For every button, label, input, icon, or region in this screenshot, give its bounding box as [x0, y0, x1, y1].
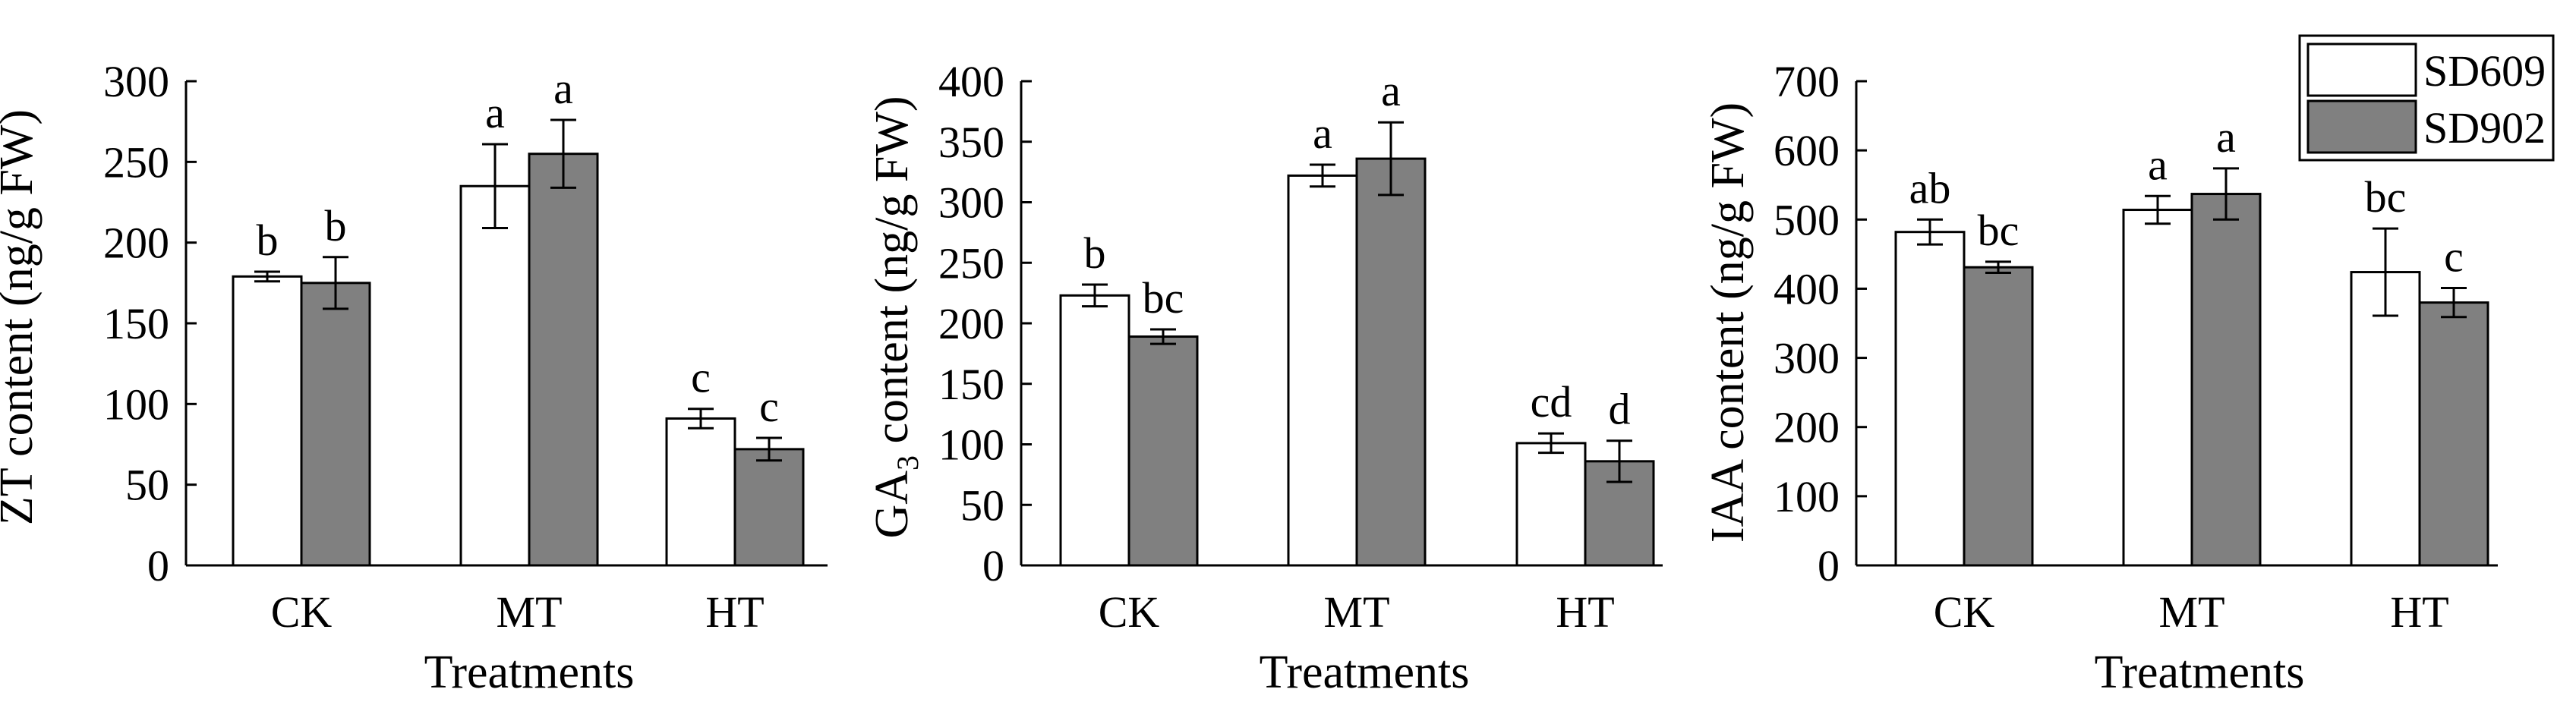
bar-sd609 [1059, 294, 1130, 567]
y-axis-label-ga3-subscript: 3 [891, 455, 925, 471]
significance-letter: bc [2365, 172, 2407, 222]
bar-sd609 [1894, 231, 1966, 567]
x-axis-label-panel-1: Treatments [424, 647, 635, 698]
significance-letter: bc [1143, 273, 1184, 323]
x-tick-label: CK [1099, 587, 1160, 637]
bar-sd609 [232, 275, 303, 567]
x-tick-label: CK [271, 587, 333, 637]
bar-sd902 [528, 153, 599, 567]
y-tick-label: 600 [1774, 126, 1840, 175]
significance-letter: cd [1531, 377, 1572, 427]
y-tick-label: 100 [938, 420, 1004, 470]
y-tick-label: 50 [960, 480, 1004, 530]
y-tick-label: 200 [938, 299, 1004, 348]
panel-zt-content: 0 50 100 150 200 250 300 CK b b MT a a HT cc [103, 57, 828, 637]
y-tick-label: 150 [938, 360, 1004, 409]
legend-label-sd609: SD609 [2423, 46, 2546, 96]
y-tick-label: 0 [1818, 541, 1840, 590]
y-axis-label-ga3: GA3 content (ng/g FW) [866, 96, 925, 538]
y-axis-label-zt: ZT content (ng/g FW) [0, 109, 43, 525]
y-axis-label-ga3-base: GA [866, 471, 918, 539]
y-tick-label: 400 [1774, 264, 1840, 313]
legend-label-sd902: SD902 [2423, 103, 2546, 153]
significance-letter: c [2444, 232, 2464, 282]
x-tick-label: HT [705, 587, 764, 637]
y-axis-label-ga3-rest: content (ng/g FW) [866, 96, 918, 455]
significance-letter: b [257, 216, 279, 265]
bar-sd609 [2122, 209, 2193, 567]
bar-sd902 [2418, 301, 2489, 567]
y-tick-label: 700 [1774, 57, 1840, 106]
panel-ga3-content: 0 50 100 150 200 250 300 350 400 CK bbc MT aa HT cd d [938, 57, 1663, 637]
y-tick-label: 300 [1774, 334, 1840, 383]
x-axis-label-panel-2: Treatments [1260, 647, 1470, 698]
y-tick-label: 50 [125, 461, 169, 510]
y-tick-label: 300 [938, 178, 1004, 228]
legend-swatch-sd902 [2306, 99, 2417, 154]
bar-sd902 [1963, 266, 2034, 567]
significance-letter: a [553, 64, 573, 113]
bar-sd902 [1127, 335, 1199, 567]
significance-letter: c [691, 353, 711, 402]
bar-sd609 [1287, 174, 1358, 567]
significance-letter: b [1084, 228, 1106, 278]
x-tick-label: HT [1556, 587, 1614, 637]
x-tick-label: MT [1324, 587, 1390, 637]
bar-sd609 [1515, 442, 1587, 567]
y-tick-label: 100 [103, 379, 169, 429]
bar-sd902 [733, 448, 805, 567]
significance-letter: a [1381, 66, 1401, 115]
legend-swatch-sd609 [2306, 42, 2417, 97]
y-tick-label: 500 [1774, 195, 1840, 244]
significance-letter: a [1313, 109, 1332, 158]
significance-letter: b [325, 201, 347, 250]
significance-letter: a [2148, 140, 2168, 189]
y-tick-label: 250 [938, 238, 1004, 288]
bar-sd902 [1355, 157, 1427, 567]
significance-letter: ab [1909, 163, 1951, 212]
y-axis-label-iaa: IAA content (ng/g FW) [1702, 102, 1754, 543]
significance-letter: bc [1978, 206, 2019, 255]
significance-letter: c [759, 382, 779, 431]
bar-sd609 [459, 184, 531, 567]
y-tick-label: 200 [1774, 403, 1840, 452]
significance-letter: a [2216, 112, 2236, 162]
x-axis-label-panel-3: Treatments [2095, 647, 2305, 698]
legend: SD609 SD902 [2298, 34, 2555, 162]
significance-letter: a [485, 88, 505, 137]
y-tick-label: 0 [147, 541, 169, 590]
y-tick-label: 200 [103, 219, 169, 268]
y-tick-label: 100 [1774, 472, 1840, 521]
y-tick-label: 0 [982, 541, 1004, 590]
x-tick-label: MT [497, 587, 563, 637]
x-tick-label: HT [2390, 587, 2448, 637]
y-tick-label: 400 [938, 57, 1004, 106]
y-tick-label: 300 [103, 57, 169, 106]
bar-sd902 [300, 282, 371, 567]
y-tick-label: 350 [938, 118, 1004, 167]
significance-letter: d [1609, 385, 1631, 434]
x-tick-label: CK [1934, 587, 1995, 637]
y-tick-label: 250 [103, 137, 169, 187]
bar-sd902 [2190, 193, 2262, 567]
bar-sd609 [665, 417, 736, 567]
x-tick-label: MT [2159, 587, 2225, 637]
y-tick-label: 150 [103, 299, 169, 348]
